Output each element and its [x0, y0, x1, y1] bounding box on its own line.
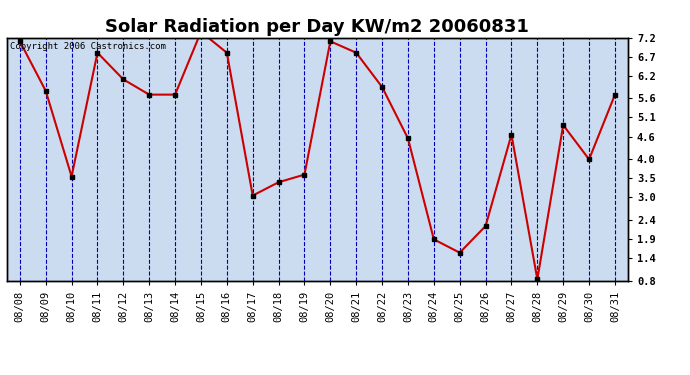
Text: Copyright 2006 Castronics.com: Copyright 2006 Castronics.com — [10, 42, 166, 51]
Title: Solar Radiation per Day KW/m2 20060831: Solar Radiation per Day KW/m2 20060831 — [106, 18, 529, 36]
